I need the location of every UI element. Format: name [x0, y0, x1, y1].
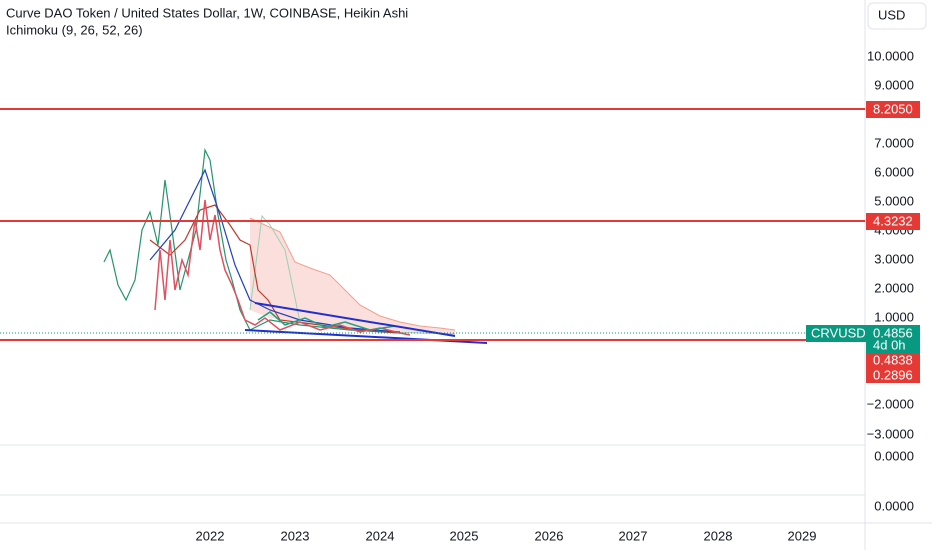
time-tick: 2025 — [450, 528, 479, 543]
pane-tick: 0.0000 — [874, 448, 914, 463]
price-tick: −2.0000 — [867, 396, 914, 411]
candles — [257, 311, 396, 331]
ichimoku-cloud — [250, 218, 455, 334]
level-tag — [866, 353, 920, 368]
pane-tick: 0.0000 — [874, 498, 914, 513]
level-tag — [866, 101, 920, 118]
trend-line — [254, 302, 456, 337]
symbol-tag — [806, 325, 866, 342]
price-tick: 2.0000 — [874, 280, 914, 295]
price-tick: 3.0000 — [874, 251, 914, 266]
time-tick: 2023 — [281, 528, 310, 543]
currency-button[interactable] — [867, 2, 927, 30]
price-tag — [866, 325, 920, 353]
time-tick: 2027 — [619, 528, 648, 543]
level-label: 4.3232 — [873, 213, 913, 228]
time-tick: 2024 — [366, 528, 395, 543]
price-tick: 7.0000 — [874, 135, 914, 150]
price-tick: 6.0000 — [874, 164, 914, 179]
span-b — [249, 217, 456, 331]
price-tick: 1.0000 — [874, 309, 914, 324]
time-tick: 2026 — [535, 528, 564, 543]
level-label: 0.2896 — [873, 367, 913, 382]
symbol-label: CRVUSD — [811, 325, 866, 340]
time-tick: 2022 — [196, 528, 225, 543]
base-line — [149, 204, 401, 334]
title: Curve DAO Token / United States Dollar, … — [6, 5, 408, 20]
candles — [154, 199, 411, 336]
level-tag — [866, 213, 920, 230]
time-tick: 2028 — [704, 528, 733, 543]
level-tag — [866, 368, 920, 383]
level-label: 8.2050 — [873, 101, 913, 116]
currency-label[interactable]: USD — [878, 7, 905, 22]
level-label: 0.4838 — [873, 352, 913, 367]
price-tick: 9.0000 — [874, 77, 914, 92]
countdown-label: 4d 0h — [873, 337, 906, 352]
price-tick: 5.0000 — [874, 193, 914, 208]
price-tick: 10.0000 — [867, 48, 914, 63]
time-tick: 2029 — [788, 528, 817, 543]
price-label: 0.4856 — [873, 325, 913, 340]
indicator: Ichimoku (9, 26, 52, 26) — [6, 22, 143, 37]
price-tick: −3.0000 — [867, 426, 914, 441]
